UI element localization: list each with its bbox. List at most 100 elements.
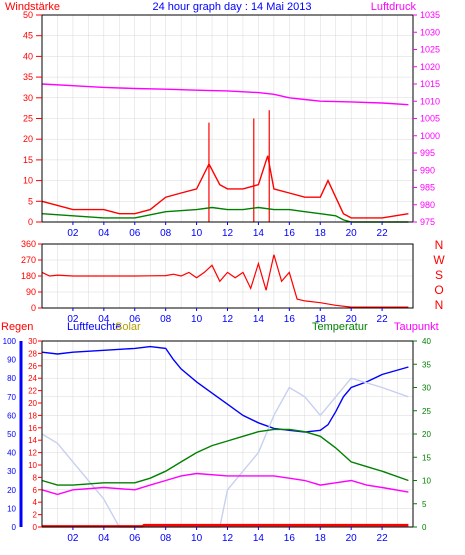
- temperatur-axis-label: Temperatur: [312, 321, 368, 333]
- direction-tick-label: 0: [31, 303, 36, 313]
- wind-series: [41, 83, 409, 223]
- direction-tick-label: 360: [21, 239, 36, 249]
- windstaerke-tick-label: 10: [23, 176, 33, 186]
- windstaerke-tick-label: 0: [28, 217, 33, 227]
- series-luftdruck: [41, 83, 409, 106]
- wind-x-ticks: 02 04 06 08 10 12 14 16 18 20 22: [67, 222, 388, 239]
- x-tick-label: 20: [346, 533, 358, 544]
- windstaerke-ticks: 0 5 10 15 20 25 30 35 40 45 50: [23, 10, 42, 227]
- series-windrichtung: [41, 254, 409, 308]
- direction-tick-label: 270: [21, 255, 36, 265]
- regen-tick-label: 90: [7, 356, 16, 365]
- series-regen: [42, 523, 409, 528]
- luftfeuchte-tick-label: 12: [28, 449, 37, 458]
- wind-grid: [42, 14, 413, 223]
- x-tick-label: 08: [160, 314, 172, 325]
- temperatur-tick-label: 5: [422, 500, 427, 509]
- windstaerke-tick-label: 50: [23, 10, 33, 20]
- x-tick-label: 18: [315, 228, 327, 239]
- x-tick-label: 14: [253, 533, 265, 544]
- luftdruck-axis-label: Luftdruck: [371, 1, 417, 13]
- luftdruck-tick-label: 975: [420, 217, 435, 227]
- regen-tick-label: 50: [7, 430, 16, 439]
- windstaerke-tick-label: 30: [23, 93, 33, 103]
- temperatur-tick-label: 15: [422, 453, 431, 462]
- windstaerke-tick-label: 20: [23, 134, 33, 144]
- wind-pressure-chart: Windstärke 24 hour graph day : 14 Mai 20…: [5, 1, 440, 239]
- windstaerke-tick-label: 40: [23, 51, 33, 61]
- x-tick-label: 22: [377, 533, 389, 544]
- x-tick-label: 06: [129, 228, 141, 239]
- taupunkt-axis-label: Taupunkt: [394, 321, 439, 333]
- luftfeuchte-tick-label: 30: [28, 337, 37, 346]
- luftfeuchte-tick-label: 18: [28, 411, 37, 420]
- compass-label: O: [434, 283, 443, 297]
- luftfeuchte-tick-label: 0: [33, 523, 38, 532]
- regen-tick-label: 60: [7, 411, 16, 420]
- direction-ticks: 0 90 180 270 360: [21, 239, 42, 313]
- luftdruck-tick-label: 1010: [420, 96, 440, 106]
- x-tick-label: 08: [160, 228, 172, 239]
- direction-tick-label: 90: [26, 287, 36, 297]
- chart-title: 24 hour graph day : 14 Mai 2013: [152, 1, 311, 13]
- temperatur-ticks: 0 5 10 15 20 25 30 35 40: [413, 337, 431, 532]
- x-tick-label: 14: [253, 228, 265, 239]
- windstaerke-tick-label: 15: [23, 155, 33, 165]
- compass-label: N: [435, 298, 444, 312]
- luftdruck-tick-label: 985: [420, 183, 435, 193]
- x-tick-label: 04: [98, 314, 110, 325]
- climate-chart: Regen Luftfeuchte Solar Temperatur Taupu…: [1, 321, 439, 544]
- x-tick-label: 02: [67, 228, 79, 239]
- series-windst-rke-b-en-: [41, 155, 409, 219]
- direction-x-ticks: 02 04 06 08 10 12 14 16 18 20 22: [67, 308, 388, 325]
- x-tick-label: 20: [346, 228, 358, 239]
- luftfeuchte-tick-label: 14: [28, 436, 37, 445]
- climate-x-ticks: 02 04 06 08 10 12 14 16 18 20 22: [67, 527, 388, 544]
- windstaerke-tick-label: 45: [23, 31, 33, 41]
- luftdruck-tick-label: 990: [420, 165, 435, 175]
- climate-series: [41, 345, 409, 528]
- windstaerke-tick-label: 5: [28, 196, 33, 206]
- x-tick-label: 18: [315, 314, 327, 325]
- luftfeuchte-tick-label: 28: [28, 349, 37, 358]
- x-tick-label: 04: [98, 533, 110, 544]
- solar-axis-label: Solar: [115, 321, 141, 333]
- temperatur-tick-label: 30: [422, 384, 431, 393]
- temperatur-tick-label: 40: [422, 337, 431, 346]
- x-tick-label: 08: [160, 533, 172, 544]
- x-tick-label: 06: [129, 314, 141, 325]
- regen-ticks: 0 10 20 30 40 50 60 70 80 90 100: [3, 337, 17, 532]
- x-tick-label: 22: [377, 314, 389, 325]
- temperatur-tick-label: 20: [422, 430, 431, 439]
- regen-tick-label: 100: [3, 337, 17, 346]
- luftdruck-tick-label: 1025: [420, 45, 440, 55]
- x-tick-label: 02: [67, 533, 79, 544]
- direction-series: [41, 254, 409, 308]
- series-luftfeuchte: [41, 345, 409, 433]
- direction-tick-label: 180: [21, 271, 36, 281]
- x-tick-label: 10: [191, 228, 203, 239]
- x-tick-label: 20: [346, 314, 358, 325]
- x-tick-label: 06: [129, 533, 141, 544]
- x-tick-label: 12: [222, 533, 234, 544]
- windstaerke-axis-label: Windstärke: [5, 1, 60, 13]
- luftfeuchte-tick-label: 20: [28, 399, 37, 408]
- x-tick-label: 16: [284, 228, 296, 239]
- series-temperatur: [41, 428, 409, 486]
- windstaerke-tick-label: 35: [23, 72, 33, 82]
- luftfeuchte-tick-label: 22: [28, 387, 37, 396]
- regen-tick-label: 30: [7, 467, 16, 476]
- temperatur-tick-label: 0: [422, 523, 427, 532]
- x-tick-label: 10: [191, 314, 203, 325]
- luftdruck-ticks: 975 980 985 990 995 1000 1005 1010 1015 1020 1025 1…: [413, 10, 440, 227]
- series-solar: [41, 377, 409, 528]
- series-windst-rke-mittel-: [41, 206, 409, 223]
- temperatur-tick-label: 25: [422, 407, 431, 416]
- x-tick-label: 14: [253, 314, 265, 325]
- luftfeuchte-tick-label: 16: [28, 424, 37, 433]
- luftdruck-tick-label: 1015: [420, 79, 440, 89]
